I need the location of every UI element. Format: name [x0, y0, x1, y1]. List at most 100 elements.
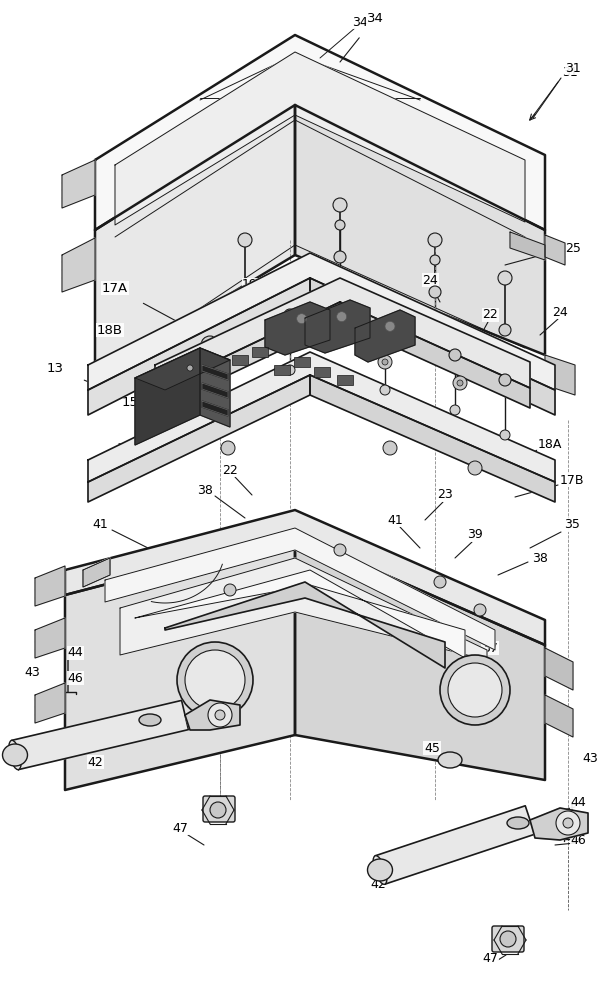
Text: 17B: 17B	[560, 474, 584, 487]
Polygon shape	[530, 808, 588, 840]
Circle shape	[500, 430, 510, 440]
Bar	[294, 357, 310, 367]
Circle shape	[499, 374, 511, 386]
Circle shape	[185, 650, 245, 710]
Polygon shape	[510, 232, 545, 260]
Circle shape	[208, 703, 232, 727]
Circle shape	[187, 365, 193, 371]
Circle shape	[449, 349, 461, 361]
Text: 22: 22	[302, 271, 318, 284]
Polygon shape	[115, 52, 525, 225]
Polygon shape	[155, 278, 530, 390]
Text: 41: 41	[387, 514, 403, 526]
FancyBboxPatch shape	[492, 926, 524, 952]
Circle shape	[556, 811, 580, 835]
Text: 22: 22	[482, 308, 498, 322]
Polygon shape	[105, 528, 495, 650]
Text: 42: 42	[370, 879, 386, 892]
Polygon shape	[355, 310, 415, 362]
Bar	[232, 355, 248, 365]
Ellipse shape	[2, 744, 27, 766]
Circle shape	[239, 286, 251, 298]
Polygon shape	[375, 806, 535, 884]
Polygon shape	[83, 558, 110, 587]
Text: 19: 19	[242, 278, 258, 292]
Text: 41: 41	[92, 518, 108, 532]
Polygon shape	[295, 105, 545, 355]
Circle shape	[238, 233, 252, 247]
Polygon shape	[202, 383, 228, 398]
Text: 18A: 18A	[538, 438, 562, 452]
Circle shape	[430, 255, 440, 265]
Text: 46: 46	[67, 672, 83, 684]
Text: 23: 23	[437, 488, 453, 502]
Text: 43: 43	[582, 752, 598, 764]
Polygon shape	[265, 302, 330, 355]
Text: 12A: 12A	[418, 322, 442, 334]
Polygon shape	[62, 238, 95, 292]
Bar	[252, 347, 268, 357]
Circle shape	[428, 233, 442, 247]
Circle shape	[429, 286, 441, 298]
Polygon shape	[12, 700, 188, 770]
Circle shape	[434, 576, 446, 588]
Circle shape	[334, 251, 346, 263]
Text: 18B: 18B	[97, 324, 123, 336]
Polygon shape	[135, 348, 230, 390]
Text: 39: 39	[467, 528, 483, 542]
Text: 31: 31	[562, 66, 578, 79]
Text: 14: 14	[116, 442, 133, 454]
Text: 38: 38	[532, 552, 548, 564]
Text: 25: 25	[565, 241, 581, 254]
Circle shape	[284, 309, 296, 321]
Circle shape	[334, 544, 346, 556]
Polygon shape	[35, 566, 65, 606]
Polygon shape	[185, 700, 240, 730]
Circle shape	[448, 663, 502, 717]
Circle shape	[453, 376, 467, 390]
Circle shape	[500, 931, 516, 947]
Circle shape	[206, 341, 214, 349]
Text: 45: 45	[424, 742, 440, 754]
Circle shape	[297, 314, 307, 324]
Text: 46: 46	[570, 834, 586, 846]
Bar	[314, 367, 330, 377]
Ellipse shape	[373, 856, 387, 884]
Circle shape	[221, 441, 235, 455]
Bar	[274, 365, 290, 375]
Text: 43: 43	[24, 666, 40, 678]
Circle shape	[385, 321, 395, 331]
Polygon shape	[88, 375, 310, 502]
Ellipse shape	[438, 752, 462, 768]
Text: 24: 24	[552, 306, 568, 318]
Circle shape	[563, 818, 573, 828]
Circle shape	[498, 271, 512, 285]
FancyBboxPatch shape	[203, 796, 235, 822]
Polygon shape	[202, 401, 228, 416]
Circle shape	[177, 642, 253, 718]
Text: 44: 44	[570, 796, 586, 808]
Text: 44: 44	[67, 647, 83, 660]
Polygon shape	[545, 648, 573, 690]
Text: 47: 47	[482, 952, 498, 964]
Polygon shape	[88, 352, 555, 482]
Polygon shape	[545, 695, 573, 737]
Circle shape	[382, 359, 388, 365]
Polygon shape	[135, 348, 200, 445]
Polygon shape	[310, 278, 555, 415]
Text: 17A: 17A	[102, 282, 128, 294]
Polygon shape	[95, 35, 545, 230]
Text: 31: 31	[565, 62, 581, 75]
Circle shape	[183, 361, 197, 375]
Polygon shape	[165, 582, 445, 668]
Text: 24: 24	[422, 273, 438, 286]
Circle shape	[210, 802, 226, 818]
Polygon shape	[83, 558, 110, 587]
Text: 13: 13	[46, 361, 63, 374]
Circle shape	[474, 604, 486, 616]
Circle shape	[440, 655, 510, 725]
Circle shape	[201, 336, 219, 354]
Bar	[337, 375, 353, 385]
Polygon shape	[305, 300, 370, 353]
Circle shape	[450, 405, 460, 415]
